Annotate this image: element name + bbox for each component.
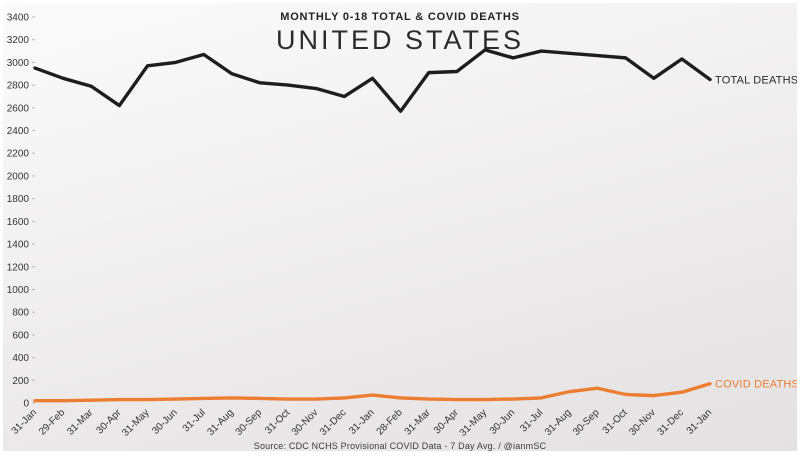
y-axis-tick-label: 2400 xyxy=(7,126,30,137)
y-axis-tick-label: 2200 xyxy=(7,149,30,160)
x-axis-tick-label: 31-Dec xyxy=(318,407,349,438)
y-axis-tick-label: 1800 xyxy=(7,194,30,205)
y-axis-tick-label: 2000 xyxy=(7,171,30,182)
x-axis-tick-label: 30-Jun xyxy=(488,407,517,436)
x-axis-tick-label: 31-Jan xyxy=(685,407,714,436)
x-axis-tick-label: 31-May xyxy=(120,407,151,438)
covid-deaths-line xyxy=(33,382,712,403)
x-axis-tick-label: 29-Feb xyxy=(37,407,67,437)
y-axis-tick-label: 1600 xyxy=(7,217,30,228)
y-axis-tick-label: 1400 xyxy=(7,240,30,251)
x-axis-tick-label: 31-May xyxy=(458,407,489,438)
chart-plot: 0 200 400 600 800 1000 1200 1400 1600 1800 2000 220… xyxy=(7,13,797,439)
chart-canvas: MONTHLY 0-18 TOTAL & COVID DEATHS UNITED… xyxy=(3,3,797,451)
x-axis-tick-label: 30-Apr xyxy=(432,407,461,436)
y-axis-tick-label: 3200 xyxy=(7,35,30,46)
y-axis-tick-label: 400 xyxy=(12,353,29,364)
x-axis-tick-label: 28-Feb xyxy=(375,407,405,437)
x-axis-tick-label: 31-Jan xyxy=(10,407,39,436)
source-note: Source: CDC NCHS Provisional COVID Data … xyxy=(253,441,547,451)
x-axis-tick-label: 30-Apr xyxy=(94,407,123,436)
y-axis-tick-label: 2800 xyxy=(7,81,30,92)
y-axis-tick-label: 800 xyxy=(12,308,29,319)
x-axis-tick-label: 30-Sep xyxy=(571,407,602,438)
y-axis-tick-label: 0 xyxy=(23,399,29,410)
x-axis-tick-label: 31-Mar xyxy=(403,407,434,438)
x-axis-tick-label: 31-Aug xyxy=(543,407,574,438)
chart-subtitle: MONTHLY 0-18 TOTAL & COVID DEATHS xyxy=(280,11,520,23)
x-axis-tick-label: 30-Jun xyxy=(150,407,179,436)
x-axis-tick-label: 30-Nov xyxy=(627,407,658,438)
chart-title: UNITED STATES xyxy=(275,25,524,55)
total-deaths-label: TOTAL DEATHS xyxy=(715,74,797,86)
y-axis-tick-label: 3000 xyxy=(7,58,30,69)
x-axis-tick-label: 31-Oct xyxy=(601,407,630,436)
covid-deaths-label: COVID DEATHS xyxy=(715,379,797,391)
x-axis-tick-label: 31-Dec xyxy=(655,407,686,438)
y-axis-tick-label: 600 xyxy=(12,330,29,341)
y-axis-tick-label: 200 xyxy=(12,376,29,387)
x-axis-tick-label: 31-Jul xyxy=(181,407,208,434)
x-axis-tick-label: 30-Sep xyxy=(234,407,265,438)
y-axis-tick-label: 2600 xyxy=(7,103,30,114)
total-deaths-line xyxy=(33,48,712,113)
x-axis-tick-label: 31-Mar xyxy=(65,407,96,438)
y-axis-tick-label: 3400 xyxy=(7,13,30,24)
x-axis-tick-label: 30-Nov xyxy=(290,407,321,438)
y-axis-tick-label: 1000 xyxy=(7,285,30,296)
x-axis-tick-label: 31-Jul xyxy=(518,407,545,434)
y-axis-tick-label: 1200 xyxy=(7,262,30,273)
x-axis-tick-label: 31-Aug xyxy=(205,407,236,438)
x-axis-tick-label: 31-Oct xyxy=(263,407,292,436)
x-axis-tick-label: 31-Jan xyxy=(347,407,376,436)
